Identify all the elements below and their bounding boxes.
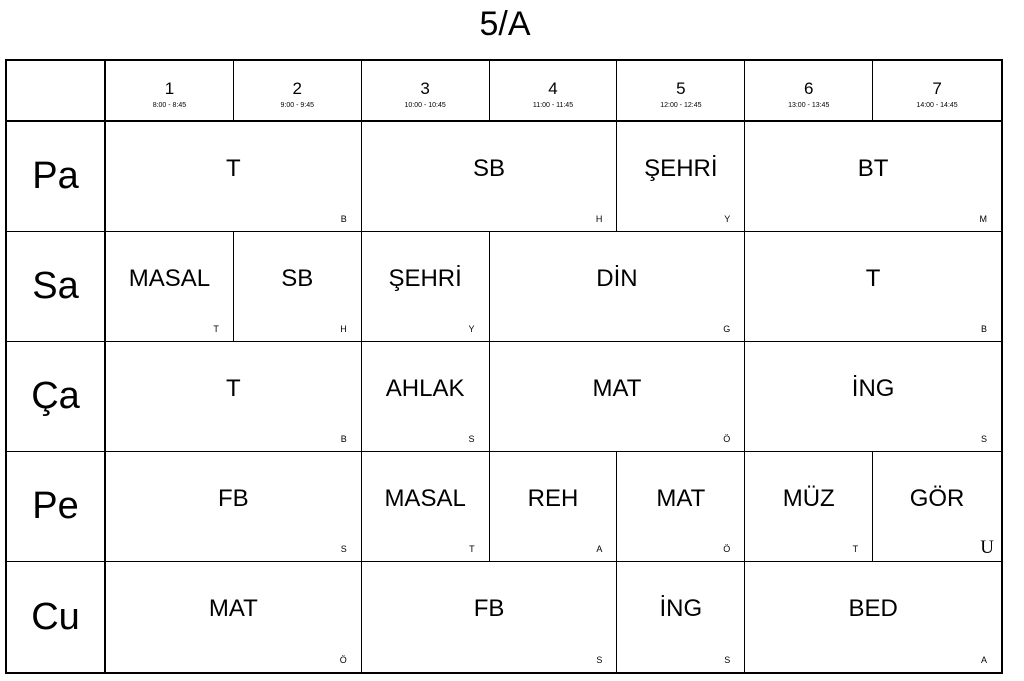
lesson-cell: MAT Ö <box>617 452 746 562</box>
lesson-cell: REH A <box>489 452 618 562</box>
lesson-cell: GÖR U <box>873 452 1001 562</box>
lesson-teacher: Y <box>724 214 731 224</box>
lesson-cell: MÜZ T <box>745 452 874 562</box>
lesson-teacher: S <box>980 434 987 444</box>
lesson-subject: T <box>865 264 881 292</box>
lesson-subject: BT <box>857 154 889 182</box>
lesson-teacher: M <box>979 214 987 224</box>
lesson-subject: REH <box>527 484 579 512</box>
period-time: 11:00 - 11:45 <box>532 102 574 109</box>
lesson-subject: SB <box>473 154 506 182</box>
lesson-subject: SB <box>281 264 314 292</box>
lesson-cell: ŞEHRİ Y <box>361 232 490 342</box>
period-header-6: 6 13:00 - 13:45 <box>745 61 874 122</box>
lesson-cell: SB H <box>233 232 362 342</box>
lesson-teacher: Ö <box>723 434 731 444</box>
lesson-cell: MASAL T <box>361 452 490 562</box>
period-header-2: 2 9:00 - 9:45 <box>233 61 362 122</box>
lesson-subject: MASAL <box>128 264 211 292</box>
lesson-cell: BED A <box>745 562 1001 672</box>
period-time: 8:00 - 8:45 <box>152 102 187 109</box>
lesson-subject: T <box>226 154 241 182</box>
period-number: 4 <box>548 79 558 98</box>
lesson-teacher: H <box>595 214 603 224</box>
lesson-subject: BED <box>848 595 898 622</box>
lesson-teacher: Ö <box>339 655 347 665</box>
lesson-teacher: T <box>469 544 475 554</box>
lesson-subject: İNG <box>659 595 703 622</box>
day-label: Pa <box>7 122 106 232</box>
lesson-teacher: S <box>340 544 347 554</box>
period-number: 2 <box>292 79 302 98</box>
lesson-subject: MÜZ <box>782 484 835 512</box>
lesson-teacher: T <box>852 544 859 554</box>
day-label: Cu <box>7 562 106 672</box>
day-label: Sa <box>7 232 106 342</box>
lesson-cell: SB H <box>361 122 618 232</box>
period-header-3: 3 10:00 - 10:45 <box>361 61 490 122</box>
lesson-cell: FB S <box>362 562 618 672</box>
day-label: Pe <box>7 452 106 562</box>
lesson-teacher: B <box>980 324 987 334</box>
timetable-grid: 1 8:00 - 8:45 2 9:00 - 9:45 3 10:00 - 10:45 4 1… <box>5 59 1003 674</box>
period-time: 12:00 - 12:45 <box>660 102 702 109</box>
period-time: 13:00 - 13:45 <box>788 102 830 109</box>
period-time: 14:00 - 14:45 <box>916 102 958 109</box>
lesson-subject: MAT <box>592 374 642 402</box>
lesson-teacher: Ö <box>723 544 731 554</box>
period-header-4: 4 11:00 - 11:45 <box>489 61 618 122</box>
page-title: 5/A <box>479 5 531 43</box>
lesson-teacher: S <box>596 655 603 665</box>
lesson-teacher: Y <box>468 324 475 334</box>
period-number: 3 <box>420 79 430 98</box>
lesson-subject: İNG <box>851 374 895 402</box>
lesson-subject: ŞEHRİ <box>644 154 718 182</box>
period-header-1: 1 8:00 - 8:45 <box>106 61 234 122</box>
lesson-teacher: A <box>596 544 603 554</box>
lesson-cell: MASAL T <box>106 232 234 342</box>
lesson-subject: GÖR <box>909 484 965 512</box>
lesson-cell: MAT Ö <box>489 342 746 452</box>
lesson-teacher: S <box>468 434 475 444</box>
period-time: 9:00 - 9:45 <box>280 102 314 109</box>
lesson-cell: İNG S <box>617 562 746 672</box>
lesson-cell: FB S <box>106 452 362 562</box>
lesson-teacher: B <box>340 434 347 444</box>
lesson-teacher: T <box>213 324 219 334</box>
period-number: 5 <box>676 79 686 98</box>
lesson-teacher: S <box>724 655 731 665</box>
period-time: 10:00 - 10:45 <box>404 102 446 109</box>
lesson-cell: İNG S <box>745 342 1001 452</box>
lesson-cell: ŞEHRİ Y <box>617 122 746 232</box>
period-header-7: 7 14:00 - 14:45 <box>873 61 1001 122</box>
lesson-subject: FB <box>218 484 249 512</box>
lesson-subject: MAT <box>656 484 706 512</box>
lesson-teacher: B <box>340 214 347 224</box>
period-number: 1 <box>164 79 175 98</box>
lesson-teacher: A <box>980 655 987 665</box>
lesson-cell: DİN G <box>489 232 746 342</box>
period-number: 7 <box>932 79 942 98</box>
lesson-subject: ŞEHRİ <box>388 264 462 292</box>
corner-cell <box>7 61 106 122</box>
lesson-cell: MAT Ö <box>106 562 362 672</box>
day-label: Ça <box>7 342 106 452</box>
lesson-subject: T <box>226 374 241 402</box>
period-number: 6 <box>803 79 814 98</box>
lesson-cell: BT M <box>745 122 1001 232</box>
lesson-teacher: U <box>980 537 994 558</box>
lesson-teacher: H <box>340 324 347 334</box>
lesson-subject: AHLAK <box>385 374 465 402</box>
lesson-cell: AHLAK S <box>361 342 490 452</box>
lesson-subject: DİN <box>596 264 638 292</box>
lesson-subject: FB <box>473 595 505 622</box>
lesson-subject: MAT <box>208 595 258 622</box>
lesson-subject: MASAL <box>384 484 466 512</box>
lesson-teacher: G <box>723 324 731 334</box>
period-header-5: 5 12:00 - 12:45 <box>617 61 746 122</box>
